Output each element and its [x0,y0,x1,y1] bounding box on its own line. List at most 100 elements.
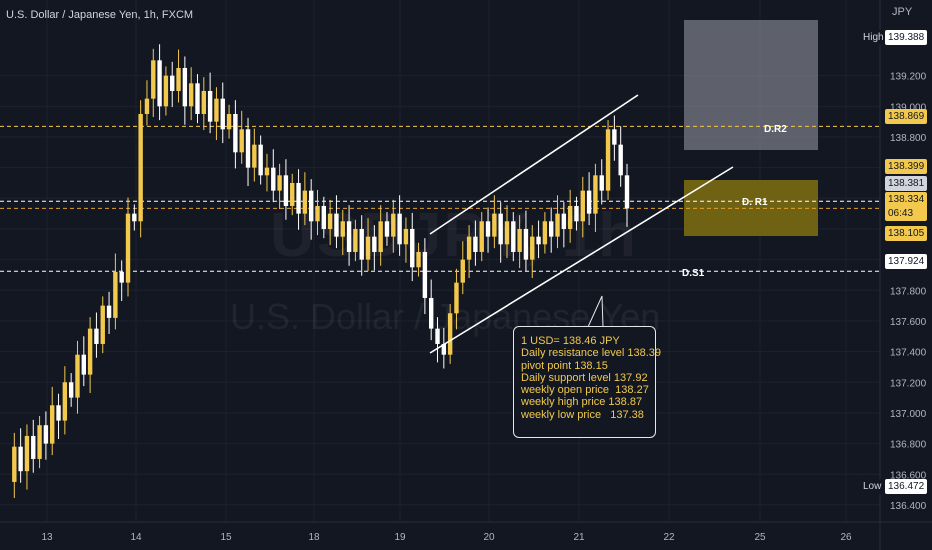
candle-body [397,213,402,245]
high-value-label: 139.388 [885,30,928,45]
candle-body [220,98,225,130]
level-137924-label: 137.924 [885,254,928,269]
x-tick-label: 25 [754,532,766,543]
candle-body [536,236,541,245]
candle-body [542,221,548,245]
candle-body [517,228,522,252]
x-axis[interactable]: 13 14 15 18 19 20 21 22 25 26 [41,532,852,543]
candle-body [346,221,352,252]
note-pointer [587,295,604,328]
x-tick-label: 22 [663,532,675,543]
x-tick-label: 14 [130,532,142,543]
candle-body [485,221,491,237]
candle-body [549,221,554,237]
candle-body [403,228,409,245]
candle-body [296,182,301,214]
level-138381-label: 138.381 [885,176,928,191]
candle-body [43,425,49,444]
candle-body [302,190,308,214]
note-line: pivot point 138.15 [521,359,608,372]
candle-body [504,221,510,245]
candle-body [138,113,143,222]
candle-body [258,144,263,176]
candle-body [428,297,434,329]
candle-body [18,446,23,472]
dr2-zone [684,20,818,150]
candle-body [182,67,188,107]
y-tick-label: 139.000 [890,102,927,113]
dr1-label: D. R1 [742,197,768,208]
candle-body [511,221,516,252]
x-tick-label: 18 [308,532,320,543]
candle-body [574,205,579,222]
candle-body [580,190,585,222]
candle-body [214,98,219,122]
x-tick-label: 21 [573,532,585,543]
candle-body [416,251,421,268]
candle-body [612,129,617,145]
y-tick-label: 137.000 [890,409,927,420]
x-tick-label: 19 [394,532,406,543]
last-price-label: 138.334 [885,192,928,207]
candle-body [372,236,377,252]
x-tick-label: 13 [41,532,53,543]
candle-body [119,271,124,283]
level-138869-label: 138.869 [885,109,928,124]
countdown-label: 06:43 [885,206,927,221]
candle-body [252,144,257,168]
candle-body [447,313,453,355]
watermark-symbol: USDJPY, 1h [270,201,639,270]
candle-body [226,113,232,130]
info-note[interactable]: 1 USD= 138.46 JPY Daily resistance level … [513,326,661,438]
note-line: weekly low price 137.38 [521,408,644,421]
level-138105-label: 138.105 [885,226,928,241]
candle-body [391,213,396,237]
candle-body [523,228,529,260]
candle-body [561,213,567,229]
channel-lower-line[interactable] [429,166,734,354]
candle-body [201,90,207,114]
channel-upper-line[interactable] [429,94,639,235]
candle-body [132,213,137,222]
candle-body [170,75,175,91]
candle-body [315,205,320,222]
candle-body [68,382,74,398]
candle-body [466,236,472,260]
candle-body [567,205,573,229]
y-tick-label: 139.200 [890,72,927,83]
candle-body [492,213,497,237]
candle-body [12,446,17,482]
candle-body [50,405,55,444]
note-line: weekly open price 138.27 [521,384,649,397]
candle-body [163,75,169,107]
candle-body [125,213,131,283]
candle-body [618,144,623,176]
candle-body [144,98,150,114]
candle-body [460,259,465,283]
y-axis[interactable]: 139.200139.000138.800138.600138.400138.2… [890,72,927,512]
candle-body [157,60,162,107]
high-tag: High [860,30,887,45]
y-tick-label: 136.800 [890,440,927,451]
note-line: Daily support level 137.92 [521,371,648,384]
low-value-label: 136.472 [885,479,928,494]
ds1-label: D.S1 [682,268,705,279]
chart-title: U.S. Dollar / Japanese Yen, 1h, FXCM [6,9,194,21]
candle-body [31,435,36,459]
x-tick-label: 20 [483,532,495,543]
candle-body [605,129,611,191]
candle-body [239,129,244,153]
level-138399-label: 138.399 [885,159,928,174]
candle-body [176,67,181,91]
candle-body [56,405,61,421]
candle-body [624,175,630,209]
candle-body [422,251,428,298]
candle-body [113,271,118,318]
grid-lines [0,0,880,522]
candle-body [454,282,459,314]
candle-body [530,236,535,260]
candle-body [81,354,86,375]
y-tick-label: 136.600 [890,470,927,481]
y-tick-label: 137.400 [890,348,927,359]
